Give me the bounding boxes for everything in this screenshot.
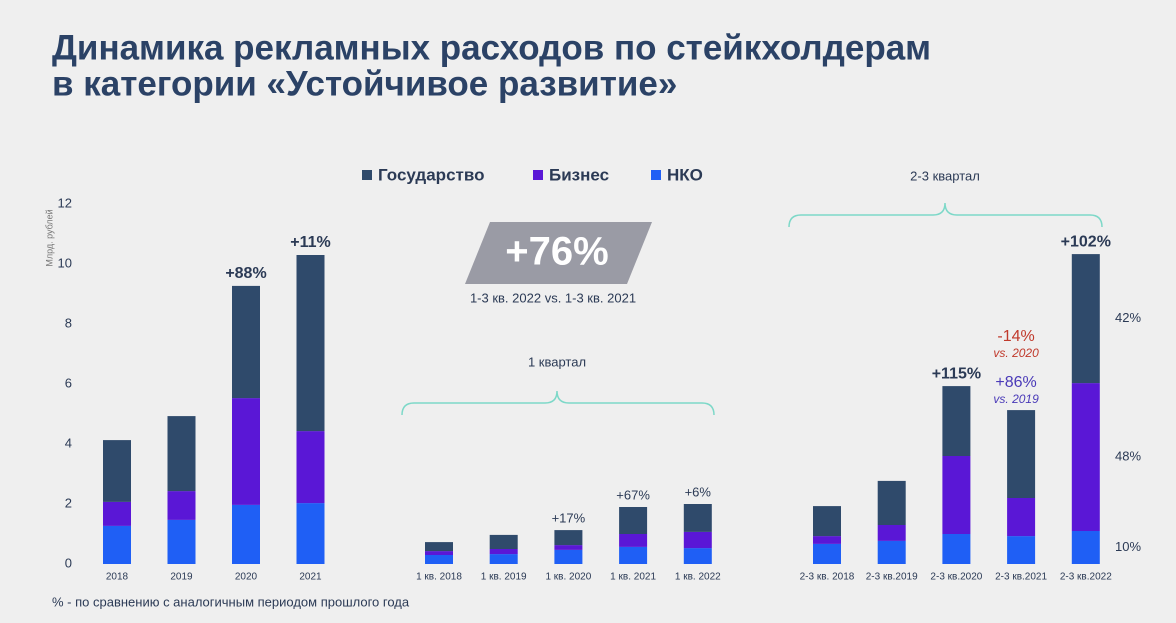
bar-segment (1007, 536, 1036, 564)
bar-annotation: +17% (552, 511, 586, 526)
x-tick-label: 1 кв. 2022 (675, 572, 721, 583)
bar-segment (425, 555, 453, 564)
bar-segment (425, 551, 453, 555)
bar-segment (942, 534, 971, 564)
bar-segment (232, 504, 260, 564)
y-tick-label: 0 (65, 555, 72, 570)
bar-segment (232, 285, 260, 399)
bar-segment (296, 431, 325, 504)
bar-segment (103, 501, 131, 526)
group-label: 1 квартал (528, 354, 586, 369)
legend-label: НКО (667, 165, 703, 184)
legend-label: Государство (378, 165, 484, 184)
x-tick-label: 2-3 кв. 2018 (800, 572, 855, 583)
bar-segment (1071, 254, 1100, 384)
bar-segment (103, 525, 131, 564)
y-tick-label: 2 (65, 495, 72, 510)
x-tick-label: 1 кв. 2021 (610, 572, 656, 583)
bar-segment (489, 554, 518, 564)
headline-note: 1-3 кв. 2022 vs. 1-3 кв. 2021 (470, 290, 636, 305)
legend-swatch (651, 170, 661, 180)
bar-segment (554, 530, 583, 546)
y-tick-label: 8 (65, 315, 72, 330)
x-tick-label: 2-3 кв.2019 (866, 572, 918, 583)
bar-segment (1071, 383, 1100, 531)
x-tick-label: 2021 (299, 572, 322, 583)
bar-annotation: +102% (1061, 233, 1111, 250)
footnote: % - по сравнению с аналогичным периодом … (52, 594, 410, 609)
headline-badge (465, 222, 652, 284)
bar-annotation: +6% (685, 484, 712, 499)
bar-segment (103, 440, 131, 502)
bar-segment (554, 549, 583, 564)
x-tick-label: 2018 (106, 572, 129, 583)
bar-segment (554, 545, 583, 550)
bar-segment (942, 456, 971, 534)
y-tick-label: 6 (65, 375, 72, 390)
group-label: 2-3 квартал (910, 168, 980, 183)
chart-title: Динамика рекламных расходов по стейкхолд… (52, 28, 931, 67)
bar-segment (683, 531, 712, 549)
bar-segment (619, 507, 648, 534)
group-brace (401, 390, 715, 416)
headline: +76% (505, 230, 608, 274)
x-tick-label: 2019 (170, 572, 193, 583)
bar-segment (877, 525, 906, 541)
bar-segment (425, 542, 453, 552)
bar-segment (1007, 410, 1036, 498)
bar-annotation: +67% (616, 487, 650, 502)
comparison: +86% (995, 374, 1036, 391)
bar-segment (489, 549, 518, 555)
x-tick-label: 2-3 кв.2020 (930, 572, 982, 583)
x-tick-label: 1 кв. 2020 (545, 572, 591, 583)
x-tick-label: 2-3 кв.2022 (1060, 572, 1112, 583)
comparison: -14% (997, 328, 1034, 345)
bar-segment (296, 503, 325, 564)
bar-segment (1007, 498, 1036, 537)
bar-segment (683, 548, 712, 564)
bar-segment (683, 504, 712, 532)
share-label: 10% (1115, 539, 1141, 554)
x-tick-label: 2-3 кв.2021 (995, 572, 1047, 583)
bar-segment (619, 534, 648, 547)
y-tick-label: 10 (58, 255, 72, 270)
bar-segment (232, 398, 260, 505)
bar-segment (167, 491, 196, 520)
bar-segment (877, 540, 906, 564)
x-tick-label: 1 кв. 2019 (481, 572, 527, 583)
bar-segment (813, 506, 841, 537)
legend-swatch (533, 170, 543, 180)
bar-segment (1071, 531, 1100, 564)
y-tick-label: 12 (58, 195, 72, 210)
bar-segment (942, 386, 971, 456)
group-brace (788, 202, 1103, 228)
bar-segment (877, 480, 906, 525)
x-tick-label: 1 кв. 2018 (416, 572, 462, 583)
x-tick-label: 2020 (235, 572, 258, 583)
comparison-note: vs. 2019 (993, 392, 1039, 406)
share-label: 42% (1115, 310, 1141, 325)
share-label: 48% (1115, 448, 1141, 463)
bar-segment (619, 546, 648, 564)
bar-segment (813, 536, 841, 544)
chart-title: в категории «Устойчивое развитие» (52, 64, 677, 103)
bar-annotation: +88% (225, 265, 266, 282)
legend-swatch (362, 170, 372, 180)
bar-segment (167, 519, 196, 564)
bar-segment (813, 543, 841, 564)
bar-annotation: +115% (932, 365, 981, 382)
bar-segment (489, 534, 518, 549)
comparison-note: vs. 2020 (993, 346, 1039, 360)
y-axis-label: Млрд. рублей (44, 209, 54, 266)
legend-label: Бизнес (549, 165, 609, 184)
y-tick-label: 4 (65, 435, 72, 450)
bar-segment (296, 255, 325, 432)
bar-segment (167, 416, 196, 492)
bar-annotation: +11% (290, 234, 330, 251)
